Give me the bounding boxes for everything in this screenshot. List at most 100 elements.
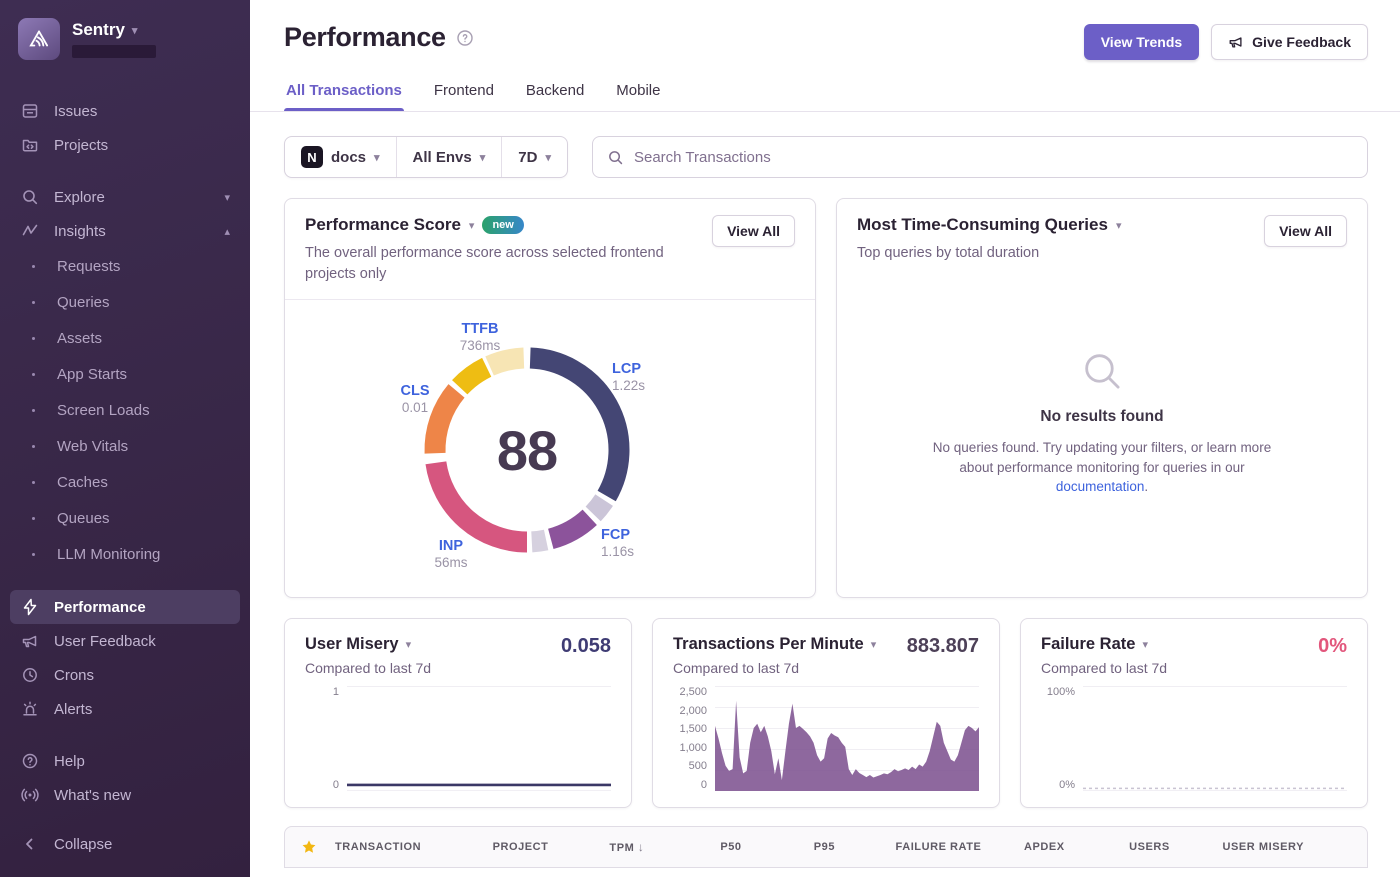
give-feedback-button[interactable]: Give Feedback (1211, 24, 1368, 60)
environment-filter[interactable]: All Envs ▾ (395, 137, 502, 177)
sidebar-item-app-starts[interactable]: App Starts (10, 356, 240, 392)
column-header-apdex[interactable]: APDEX (1024, 841, 1065, 853)
help-icon (20, 752, 40, 770)
vital-ttfb[interactable]: TTFB 736ms (459, 321, 501, 354)
y-axis-labels: 100% 0% (1046, 686, 1075, 791)
chevron-down-icon[interactable]: ▾ (1115, 219, 1122, 232)
sidebar-item-label: Explore (54, 188, 105, 206)
tab-all-transactions[interactable]: All Transactions (284, 76, 404, 111)
card-description: Top queries by total duration (857, 245, 1040, 261)
vital-cls[interactable]: CLS 0.01 (400, 383, 430, 416)
page-title: Performance (284, 22, 446, 52)
sidebar-item-screen-loads[interactable]: Screen Loads (10, 392, 240, 428)
chevron-down-icon[interactable]: ▾ (468, 219, 475, 232)
sidebar-item-crons[interactable]: Crons (10, 658, 240, 692)
y-axis-labels: 2,500 2,000 1,500 1,000 500 0 (679, 686, 707, 791)
tpm-area-chart (715, 686, 979, 791)
main-content: Performance View Trends Give Feedback Al… (250, 0, 1400, 877)
performance-score-donut (424, 347, 630, 553)
column-header-tpm[interactable]: TPM ↓ (609, 840, 645, 854)
vital-lcp[interactable]: LCP 1.22s (612, 361, 646, 394)
vital-fcp[interactable]: FCP 1.16s (601, 527, 635, 560)
lightning-icon (20, 598, 40, 616)
view-all-button[interactable]: View All (712, 215, 795, 247)
sidebar-item-whats-new[interactable]: What's new (10, 778, 240, 812)
user-misery-chart (347, 686, 611, 791)
sidebar-item-projects[interactable]: Projects (10, 128, 240, 162)
transactions-table-header: TRANSACTION PROJECT TPM ↓ P50 P95 FAILUR… (285, 827, 1367, 867)
sidebar-item-llm-monitoring[interactable]: LLM Monitoring (10, 536, 240, 572)
empty-state-title: No results found (1040, 408, 1164, 426)
tab-frontend[interactable]: Frontend (433, 82, 494, 99)
chevron-down-icon: ▾ (224, 191, 230, 204)
date-range-filter[interactable]: 7D ▾ (501, 137, 567, 177)
sidebar-item-requests[interactable]: Requests (10, 248, 240, 284)
search-icon (20, 188, 40, 206)
sidebar-item-label: Insights (54, 222, 106, 240)
sidebar-item-label: Crons (54, 666, 95, 684)
sidebar-item-issues[interactable]: Issues (10, 94, 240, 128)
issues-icon (20, 102, 40, 120)
chevron-down-icon[interactable]: ▾ (870, 639, 877, 651)
bullet-icon (32, 516, 35, 520)
sidebar-item-label: Help (54, 752, 85, 770)
tab-mobile[interactable]: Mobile (616, 82, 661, 99)
sidebar-item-alerts[interactable]: Alerts (10, 692, 240, 726)
web-vitals-ring-chart: 88 TTFB 736ms LCP 1.22s CLS 0.01 (285, 300, 815, 597)
view-all-button[interactable]: View All (1264, 215, 1347, 247)
chevron-down-icon[interactable]: ▾ (405, 639, 412, 651)
sidebar-item-caches[interactable]: Caches (10, 464, 240, 500)
sidebar-item-queries[interactable]: Queries (10, 284, 240, 320)
column-header-user-misery[interactable]: USER MISERY (1222, 841, 1304, 853)
sidebar-item-performance[interactable]: Performance (10, 590, 240, 624)
chevron-down-icon: ▾ (131, 24, 138, 37)
tab-backend[interactable]: Backend (525, 82, 585, 99)
bullet-icon (32, 264, 35, 268)
documentation-link[interactable]: documentation (1055, 479, 1145, 495)
y-axis-labels: 1 0 (332, 686, 339, 791)
help-circle-icon[interactable] (456, 29, 474, 47)
chevron-down-icon: ▾ (374, 151, 380, 164)
collapse-label: Collapse (54, 835, 113, 853)
column-header-p95[interactable]: P95 (813, 841, 836, 853)
card-subtitle: Compared to last 7d (673, 660, 800, 676)
failure-rate-chart (1083, 686, 1347, 791)
search-icon (1079, 348, 1125, 394)
sidebar-item-explore[interactable]: Explore ▾ (10, 180, 240, 214)
sort-desc-icon: ↓ (637, 840, 645, 854)
failure-rate-value: 0% (1318, 635, 1347, 657)
vital-inp[interactable]: INP 56ms (434, 538, 468, 571)
sentry-logo (18, 18, 60, 60)
star-icon[interactable] (301, 839, 335, 855)
bullet-icon (32, 480, 35, 484)
card-title: Transactions Per Minute (673, 635, 864, 653)
org-switcher[interactable]: Sentry ▾ (0, 0, 250, 70)
new-badge: new (482, 216, 524, 234)
column-header-p50[interactable]: P50 (720, 841, 742, 853)
chevron-down-icon[interactable]: ▾ (1142, 639, 1148, 651)
clock-icon (20, 666, 40, 684)
sidebar-item-queues[interactable]: Queues (10, 500, 240, 536)
column-header-project[interactable]: PROJECT (492, 841, 549, 853)
bullet-icon (32, 408, 35, 412)
sidebar-item-label: User Feedback (54, 632, 156, 650)
search-transactions-box (591, 136, 1368, 178)
card-description: The overall performance score across sel… (305, 245, 664, 283)
sidebar-item-label: What's new (54, 786, 132, 804)
sidebar-item-web-vitals[interactable]: Web Vitals (10, 428, 240, 464)
sidebar-collapse-button[interactable]: Collapse (10, 827, 240, 861)
view-trends-button[interactable]: View Trends (1083, 24, 1200, 60)
column-header-failure-rate[interactable]: FAILURE RATE (895, 841, 982, 853)
project-filter[interactable]: N docs ▾ (285, 137, 396, 177)
search-transactions-input[interactable] (633, 148, 1353, 166)
card-subtitle: Compared to last 7d (305, 660, 432, 676)
sidebar-item-help[interactable]: Help (10, 744, 240, 778)
column-header-transaction[interactable]: TRANSACTION (335, 841, 422, 853)
tpm-value: 883.807 (906, 635, 979, 657)
sidebar-item-user-feedback[interactable]: User Feedback (10, 624, 240, 658)
card-title: Most Time-Consuming Queries (857, 215, 1108, 234)
chevron-up-icon: ▴ (224, 225, 230, 238)
sidebar-item-insights[interactable]: Insights ▴ (10, 214, 240, 248)
column-header-users[interactable]: USERS (1129, 841, 1170, 853)
sidebar-item-assets[interactable]: Assets (10, 320, 240, 356)
